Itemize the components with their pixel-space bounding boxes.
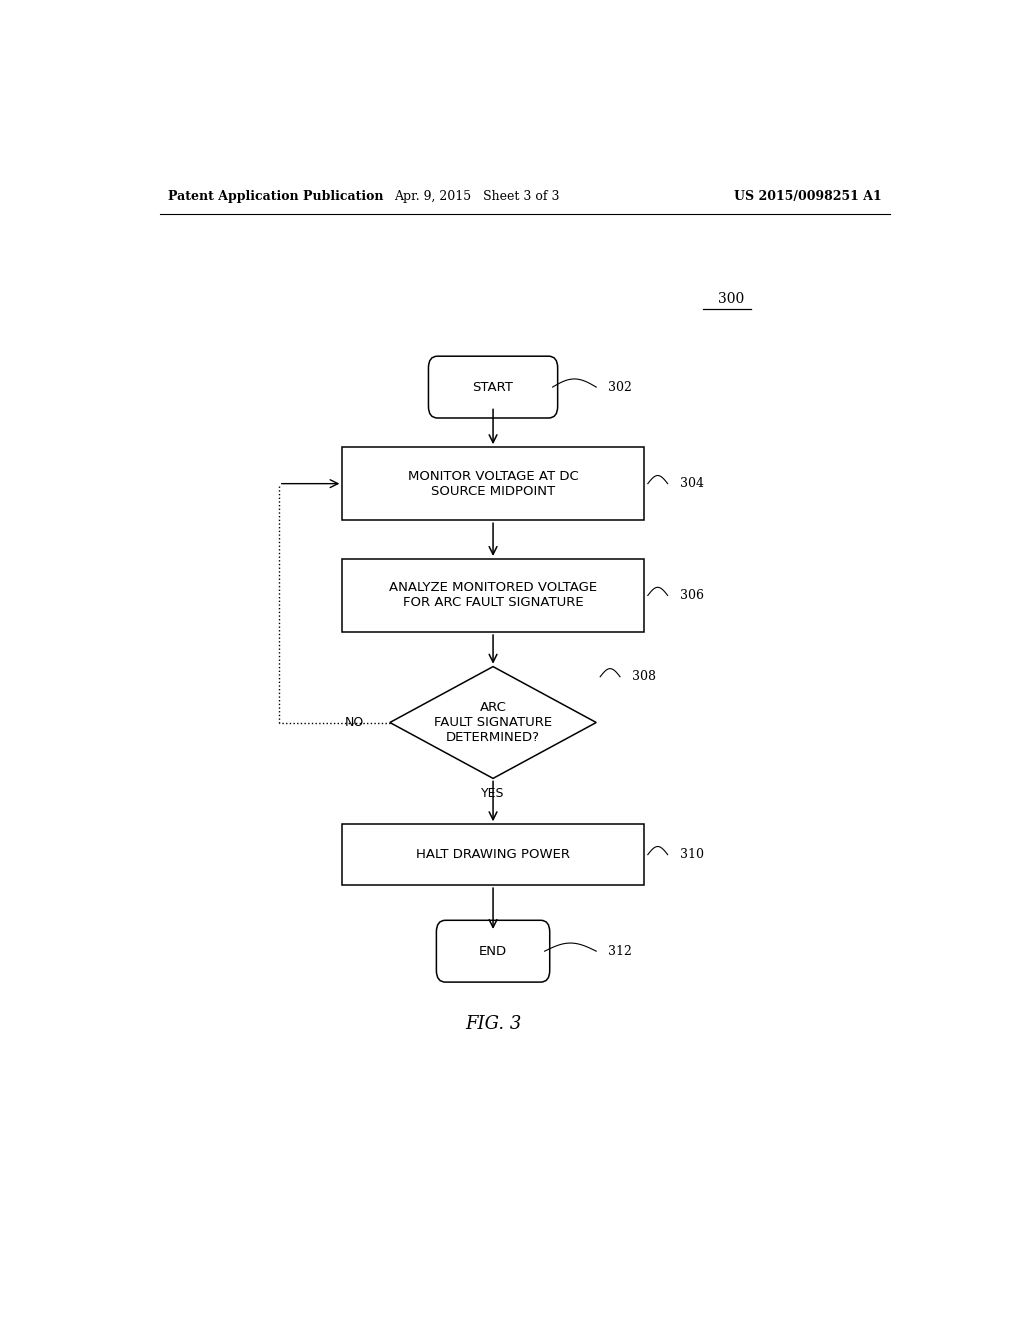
Text: ARC
FAULT SIGNATURE
DETERMINED?: ARC FAULT SIGNATURE DETERMINED?: [434, 701, 552, 744]
Polygon shape: [390, 667, 596, 779]
Text: 312: 312: [608, 945, 632, 958]
Text: 308: 308: [632, 671, 656, 684]
FancyBboxPatch shape: [436, 920, 550, 982]
Bar: [342, 447, 644, 520]
Text: NO: NO: [344, 715, 364, 729]
Text: YES: YES: [481, 787, 505, 800]
FancyBboxPatch shape: [428, 356, 558, 418]
Text: 306: 306: [680, 589, 703, 602]
Text: US 2015/0098251 A1: US 2015/0098251 A1: [734, 190, 882, 202]
Text: FIG. 3: FIG. 3: [465, 1015, 521, 1034]
Text: START: START: [473, 380, 513, 393]
Text: 300: 300: [718, 292, 744, 306]
Bar: [342, 824, 644, 886]
Text: 310: 310: [680, 849, 703, 861]
Text: Patent Application Publication: Patent Application Publication: [168, 190, 383, 202]
Bar: [342, 558, 644, 632]
Text: HALT DRAWING POWER: HALT DRAWING POWER: [416, 849, 570, 861]
Text: ANALYZE MONITORED VOLTAGE
FOR ARC FAULT SIGNATURE: ANALYZE MONITORED VOLTAGE FOR ARC FAULT …: [389, 581, 597, 610]
Text: END: END: [479, 945, 507, 958]
Text: 304: 304: [680, 477, 703, 490]
Text: MONITOR VOLTAGE AT DC
SOURCE MIDPOINT: MONITOR VOLTAGE AT DC SOURCE MIDPOINT: [408, 470, 579, 498]
Text: 302: 302: [608, 380, 632, 393]
Text: Apr. 9, 2015   Sheet 3 of 3: Apr. 9, 2015 Sheet 3 of 3: [394, 190, 560, 202]
